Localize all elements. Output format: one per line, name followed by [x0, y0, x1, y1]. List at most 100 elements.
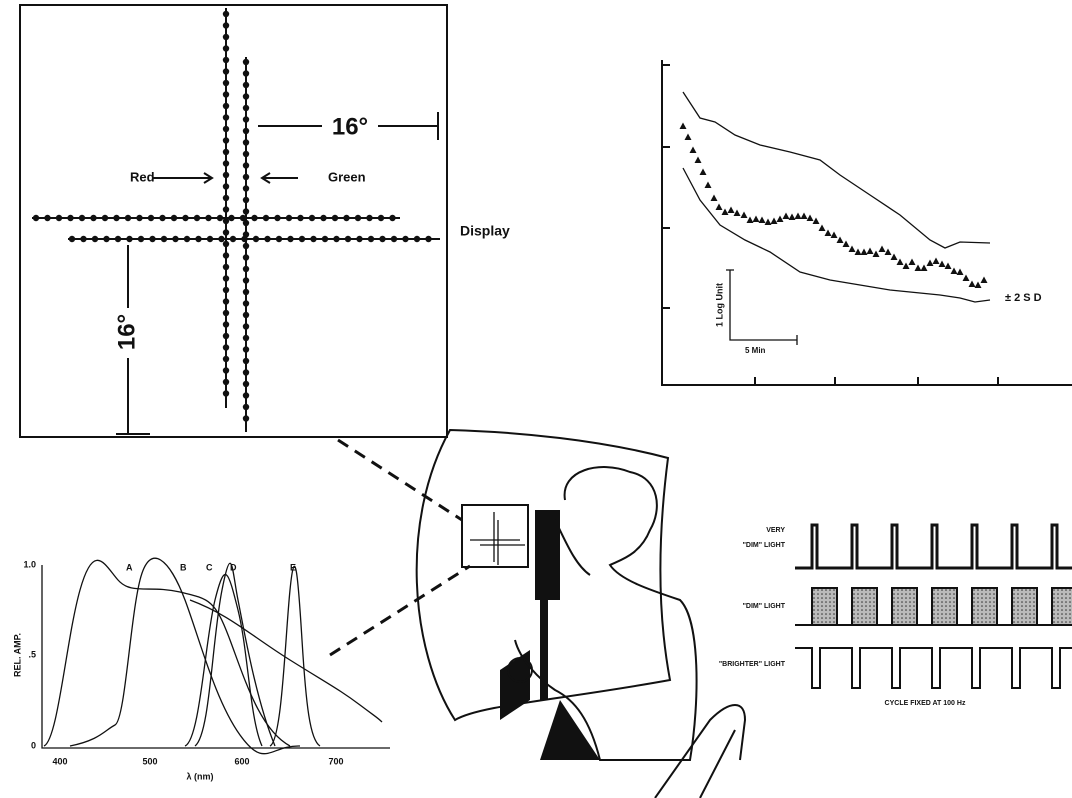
curve-label: C [206, 562, 213, 572]
row-label: "DIM" LIGHT [743, 603, 786, 610]
dot [223, 91, 229, 97]
dot [195, 236, 201, 242]
dot [149, 236, 155, 242]
dot [320, 215, 326, 221]
dot [243, 358, 249, 364]
pulse [812, 588, 837, 625]
dot [44, 215, 50, 221]
dot [148, 215, 154, 221]
curve-label: A [126, 562, 133, 572]
dot [243, 300, 249, 306]
dot [115, 236, 121, 242]
dot [223, 34, 229, 40]
dot [113, 215, 119, 221]
dot [182, 215, 188, 221]
dot [223, 356, 229, 362]
dot [414, 236, 420, 242]
dot [243, 335, 249, 341]
curve-label: D [230, 562, 237, 572]
dot [67, 215, 73, 221]
dot [243, 243, 249, 249]
dot [243, 82, 249, 88]
dot [125, 215, 131, 221]
caption: CYCLE FIXED AT 100 Hz [885, 700, 966, 707]
dot [310, 236, 316, 242]
x-tick-label: 400 [52, 756, 67, 766]
figure: 16° Red Green Display 16° 1 Log Unit 5 M… [0, 0, 1072, 798]
angle-label: 16° [332, 113, 368, 140]
dot [355, 215, 361, 221]
dot [223, 264, 229, 270]
dot [243, 93, 249, 99]
dot [299, 236, 305, 242]
dot [243, 139, 249, 145]
dot [243, 116, 249, 122]
dot [207, 236, 213, 242]
dot [240, 215, 246, 221]
red-label: Red [130, 169, 155, 184]
row-label: VERY [766, 527, 785, 534]
dot [287, 236, 293, 242]
dot [425, 236, 431, 242]
dot [243, 415, 249, 421]
display-label: Display [460, 223, 510, 239]
dot [223, 45, 229, 51]
dot [253, 236, 259, 242]
dot [243, 404, 249, 410]
dot [368, 236, 374, 242]
dot [223, 172, 229, 178]
dot [223, 114, 229, 120]
dot [223, 390, 229, 396]
dot [102, 215, 108, 221]
pulse [972, 588, 997, 625]
dot [345, 236, 351, 242]
dot [251, 215, 257, 221]
dot [80, 236, 86, 242]
pulse [852, 588, 877, 625]
dot [223, 160, 229, 166]
dot [241, 236, 247, 242]
dot [69, 236, 75, 242]
dot [243, 346, 249, 352]
dot [223, 195, 229, 201]
dot [223, 367, 229, 373]
dot [223, 241, 229, 247]
dot [223, 137, 229, 143]
y-tick-label: .5 [28, 649, 36, 659]
row-label: "DIM" LIGHT [743, 542, 786, 549]
dot [243, 174, 249, 180]
dot [263, 215, 269, 221]
dot [274, 215, 280, 221]
dot [171, 215, 177, 221]
dot [264, 236, 270, 242]
dot [223, 321, 229, 327]
x-tick-label: 500 [142, 756, 157, 766]
dot [276, 236, 282, 242]
dot [223, 149, 229, 155]
dot [243, 369, 249, 375]
dot [378, 215, 384, 221]
dot [379, 236, 385, 242]
dot [243, 197, 249, 203]
dot [126, 236, 132, 242]
dot [205, 215, 211, 221]
band-label: ± 2 S D [1005, 292, 1042, 304]
dot [172, 236, 178, 242]
x-axis-label: λ (nm) [187, 771, 214, 781]
dot [243, 289, 249, 295]
dot [366, 215, 372, 221]
dot [217, 215, 223, 221]
dot [332, 215, 338, 221]
pulse [932, 588, 957, 625]
dot [389, 215, 395, 221]
dot [223, 379, 229, 385]
dot [243, 208, 249, 214]
dot [243, 59, 249, 65]
dot [391, 236, 397, 242]
dot [136, 215, 142, 221]
dot [56, 215, 62, 221]
dot [223, 103, 229, 109]
dot [79, 215, 85, 221]
row-label: "BRIGHTER" LIGHT [719, 661, 786, 668]
pulse [1012, 588, 1037, 625]
